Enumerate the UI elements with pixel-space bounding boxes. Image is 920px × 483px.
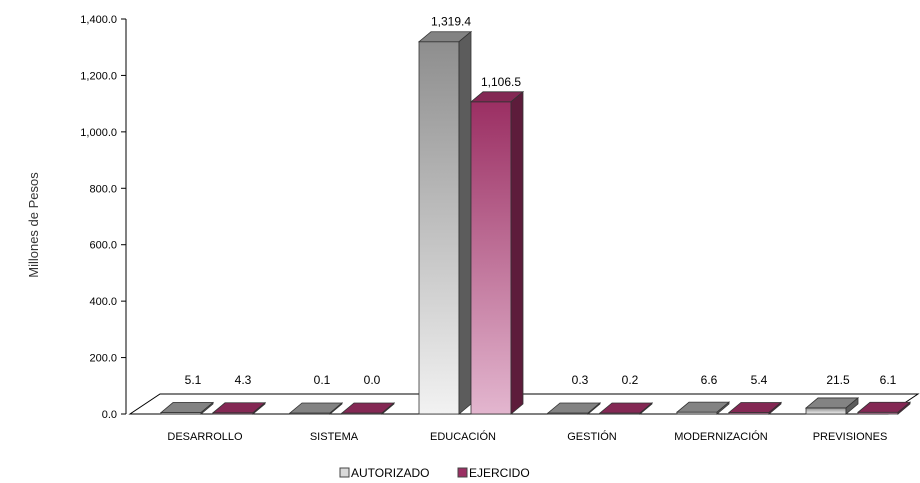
bar-autorizado-3	[546, 402, 602, 415]
y-tick-label: 1,400.0	[80, 14, 117, 26]
bar-side	[587, 402, 601, 415]
value-label-ejercido-2: 1,106.5	[481, 75, 521, 89]
bar-side	[897, 401, 911, 415]
bar-autorizado-5	[804, 397, 860, 415]
bar-front	[418, 41, 460, 415]
value-label-ejercido-1: 0.0	[364, 373, 381, 387]
bar-front	[470, 101, 512, 415]
bar-ejercido-1	[340, 402, 396, 415]
value-label-ejercido-0: 4.3	[235, 373, 252, 387]
value-label-autorizado-1: 0.1	[314, 373, 331, 387]
legend-swatch-autorizado	[339, 467, 350, 478]
category-label: PREVISIONES	[813, 431, 888, 443]
y-axis-label: Millones de Pesos	[26, 172, 41, 278]
y-tick-label: 1,000.0	[80, 127, 117, 139]
category-labels: DESARROLLO SISTEMA EDUCACIÓN GESTIÓN MODERNI…	[167, 430, 887, 443]
bar-ejercido-0	[211, 401, 267, 415]
y-tick-label: 400.0	[89, 296, 117, 308]
bar-autorizado-4	[675, 401, 731, 415]
bar-side	[200, 401, 214, 415]
y-tick-label: 1,200.0	[80, 70, 117, 82]
bars-group: 5.1 4.3 0.1 0.0 1,319.4 1,106.5 0.3 0.2 6.6 5.4 21…	[159, 15, 912, 415]
y-tick-label: 200.0	[89, 353, 117, 365]
legend-swatch-ejercido	[457, 467, 468, 478]
value-label-ejercido-4: 5.4	[751, 373, 768, 387]
value-label-autorizado-4: 6.6	[701, 373, 718, 387]
bar-ejercido-4	[727, 401, 783, 415]
bar-side	[381, 402, 395, 415]
category-label: EDUCACIÓN	[430, 430, 496, 443]
bar-side	[845, 397, 859, 415]
category-label: GESTIÓN	[567, 430, 617, 443]
y-axis: 0.0 200.0 400.0 600.0 800.0 1,000.0 1,200.0 1,4…	[80, 14, 127, 421]
value-label-autorizado-2: 1,319.4	[431, 15, 471, 29]
value-label-ejercido-5: 6.1	[880, 373, 897, 387]
y-tick-label: 800.0	[89, 183, 117, 195]
category-label: DESARROLLO	[167, 431, 243, 443]
value-label-autorizado-5: 21.5	[826, 373, 850, 387]
bar-side	[639, 402, 653, 415]
y-tick-label: 0.0	[102, 409, 117, 421]
bar-side	[768, 401, 782, 415]
bar-side	[510, 90, 524, 415]
bar-side	[329, 402, 343, 415]
value-label-autorizado-0: 5.1	[185, 373, 202, 387]
value-label-ejercido-3: 0.2	[622, 373, 639, 387]
bar-ejercido-5	[856, 401, 912, 415]
legend-label-ejercido: EJERCIDO	[469, 466, 530, 480]
category-label: SISTEMA	[310, 431, 359, 443]
legend: AUTORIZADO EJERCIDO	[339, 466, 530, 480]
bar-side	[252, 401, 266, 415]
bar-ejercido-3	[598, 402, 654, 415]
bar-side	[458, 30, 472, 415]
bar-front	[805, 407, 847, 415]
category-label: MODERNIZACIÓN	[674, 430, 768, 443]
y-tick-label: 600.0	[89, 240, 117, 252]
bar-side	[716, 401, 730, 415]
bar-ejercido-2	[469, 90, 525, 415]
value-label-autorizado-3: 0.3	[572, 373, 589, 387]
bar-autorizado-0	[159, 401, 215, 415]
bar-autorizado-1	[288, 402, 344, 415]
legend-label-autorizado: AUTORIZADO	[351, 466, 429, 480]
bar-autorizado-2	[417, 30, 473, 415]
